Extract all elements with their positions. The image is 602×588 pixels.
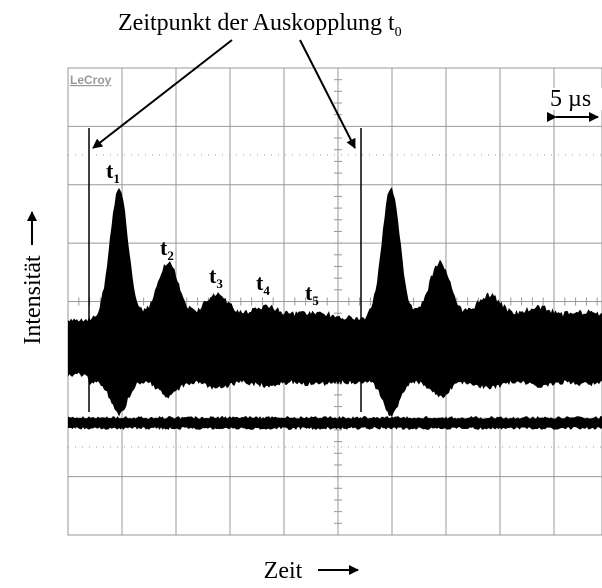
title-subscript: 0 <box>395 25 402 40</box>
scope-grid <box>68 68 602 535</box>
brand: LeCroy <box>70 73 112 87</box>
figure: Zeitpunkt der Auskopplung t0 LeCroy 5 µs… <box>0 0 602 588</box>
y-label-text: Intensität <box>20 255 46 345</box>
scale-label: 5 µs <box>550 86 591 112</box>
title-text: Zeitpunkt der Auskopplung t <box>118 10 395 36</box>
y-label: Intensität <box>20 255 46 345</box>
title: Zeitpunkt der Auskopplung t0 <box>118 10 402 40</box>
x-label: Zeit <box>264 558 303 584</box>
marker-subscript: 5 <box>312 293 319 308</box>
marker-subscript: 2 <box>167 248 174 263</box>
marker-subscript: 1 <box>113 171 120 186</box>
marker-subscript: 3 <box>216 276 223 291</box>
marker-subscript: 4 <box>263 283 270 298</box>
